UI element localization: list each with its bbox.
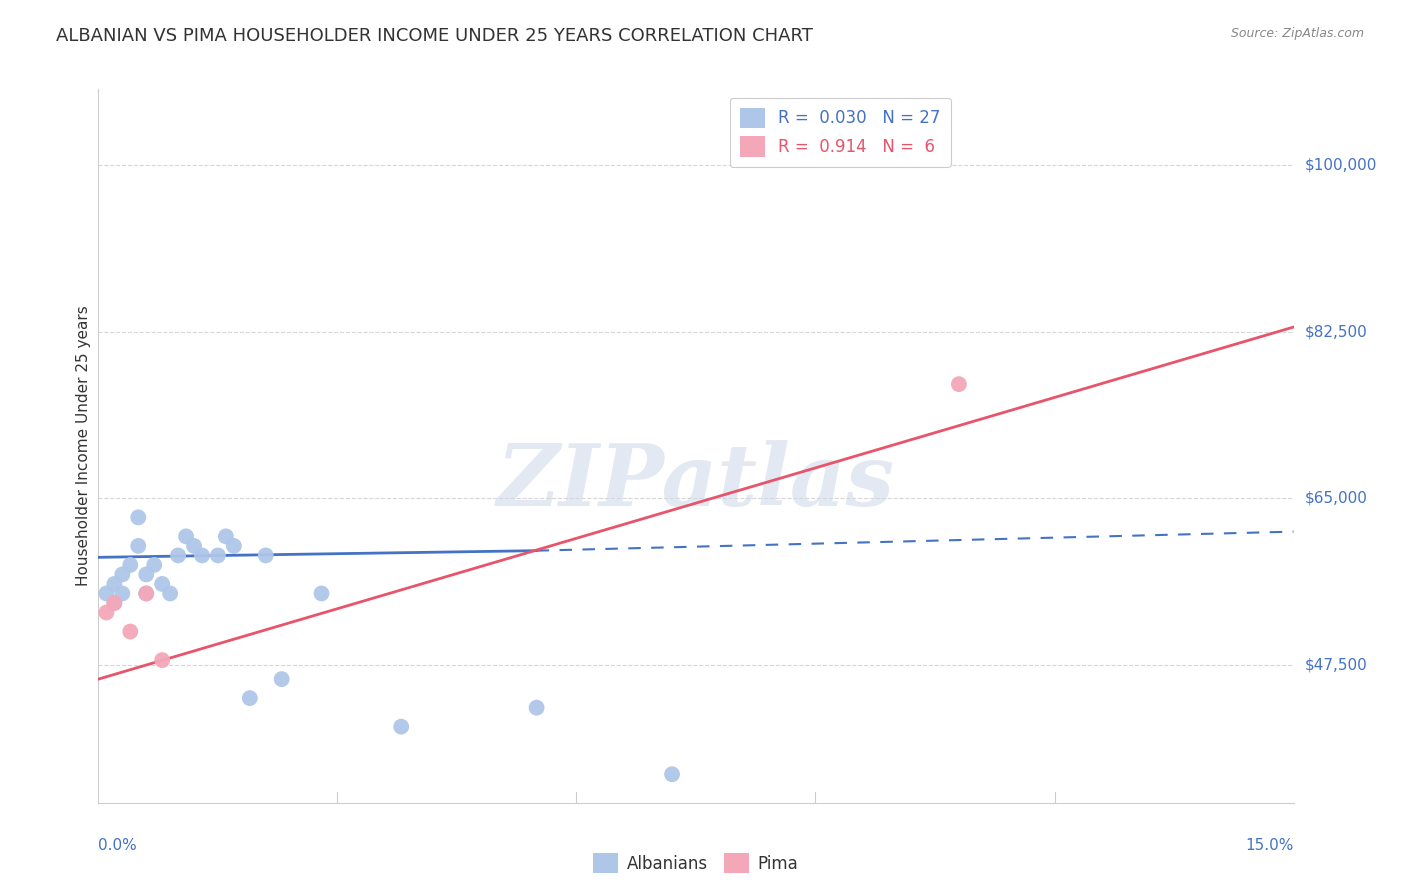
Point [389,720,412,734]
Text: ZIPatlas: ZIPatlas [496,440,896,524]
Legend: Albanians, Pima: Albanians, Pima [586,847,806,880]
Point [270,672,292,686]
Point [159,586,181,600]
Point [103,596,125,610]
Point [174,529,197,543]
Point [135,586,157,600]
Point [191,549,214,563]
Point [127,510,149,524]
Point [96,606,118,620]
Point [222,539,245,553]
Point [120,624,142,639]
Point [120,558,142,572]
Text: $47,500: $47,500 [1305,657,1368,673]
Point [111,567,134,582]
Point [239,691,262,706]
Point [215,529,238,543]
Point [111,586,134,600]
Text: $65,000: $65,000 [1305,491,1368,506]
Point [183,539,205,553]
Point [103,596,125,610]
Point [127,539,149,553]
Point [526,700,548,714]
Text: 15.0%: 15.0% [1246,838,1294,853]
Text: Source: ZipAtlas.com: Source: ZipAtlas.com [1230,27,1364,40]
Text: ALBANIAN VS PIMA HOUSEHOLDER INCOME UNDER 25 YEARS CORRELATION CHART: ALBANIAN VS PIMA HOUSEHOLDER INCOME UNDE… [56,27,813,45]
Y-axis label: Householder Income Under 25 years: Householder Income Under 25 years [76,306,91,586]
Text: $82,500: $82,500 [1305,325,1368,339]
Point [948,377,970,392]
Point [167,549,190,563]
Text: 0.0%: 0.0% [98,838,138,853]
Point [150,577,173,591]
Point [135,586,157,600]
Point [143,558,166,572]
Point [103,577,125,591]
Text: $100,000: $100,000 [1305,158,1376,173]
Point [150,653,173,667]
Point [135,567,157,582]
Point [254,549,277,563]
Point [207,549,229,563]
Point [96,586,118,600]
Point [661,767,683,781]
Point [311,586,333,600]
